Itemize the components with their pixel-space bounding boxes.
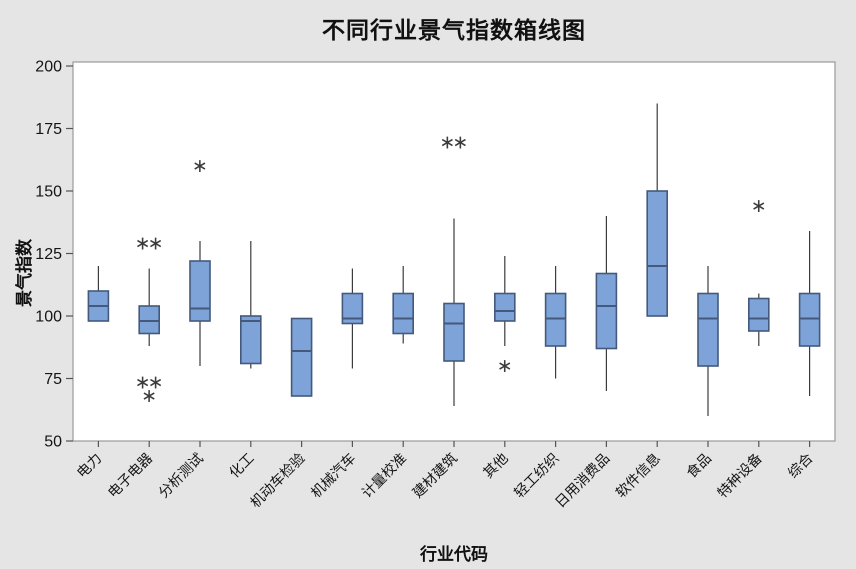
x-axis-tick-label: 机械汽车 (308, 450, 359, 501)
outlier-marker-icon: ∗ (135, 234, 151, 255)
x-axis-tick-label: 电子电器 (104, 450, 155, 501)
x-axis-tick-label: 综合 (785, 450, 816, 481)
x-axis-tick-label: 软件信息 (612, 450, 663, 501)
y-axis-tick-label: 200 (35, 59, 62, 76)
outlier-marker-icon: ∗ (135, 372, 151, 393)
outlier-marker-icon: ∗ (751, 196, 767, 217)
x-axis-tick-label: 食品 (683, 450, 714, 481)
y-axis-tick-label: 175 (35, 121, 62, 138)
box-iqr (798, 292, 821, 347)
chart-title: 不同行业景气指数箱线图 (322, 17, 586, 43)
y-axis-tick-label: 150 (35, 184, 62, 201)
box-iqr (595, 272, 618, 350)
x-axis-title: 行业代码 (420, 545, 488, 564)
box-iqr (392, 292, 415, 335)
x-axis-tick-label: 其他 (480, 450, 511, 481)
x-axis-tick-label: 电力 (73, 450, 104, 481)
outlier-marker-icon: ∗ (192, 156, 208, 177)
box-iqr (443, 302, 465, 362)
box-iqr (290, 317, 313, 397)
x-axis-tick-label: 机动车检验 (247, 450, 308, 511)
y-axis-tick-label: 50 (44, 434, 62, 451)
box-iqr (646, 190, 669, 317)
x-axis-tick-label: 分析测试 (155, 450, 206, 501)
y-axis-tick-label: 75 (44, 371, 62, 388)
box-iqr (240, 315, 262, 365)
outlier-marker-icon: ∗ (453, 132, 469, 153)
box-iqr (138, 305, 160, 335)
x-axis-tick-label: 计量校准 (358, 450, 409, 501)
outlier-marker-icon: ∗ (148, 372, 164, 393)
box-iqr (189, 260, 211, 322)
outlier-marker-icon: ∗ (440, 132, 456, 153)
box-iqr (697, 292, 719, 367)
outlier-marker-icon: ∗ (148, 234, 164, 255)
x-axis-tick-label: 化工 (226, 450, 257, 481)
x-axis-tick-label: 建材建筑 (409, 450, 460, 501)
x-axis-tick-label: 特种设备 (714, 450, 765, 501)
box-iqr (747, 297, 770, 332)
box-iqr (544, 292, 567, 347)
y-axis-tick-label: 100 (35, 309, 62, 326)
box-iqr (493, 292, 516, 322)
box-iqr (341, 292, 364, 325)
outlier-marker-icon: ∗ (141, 386, 157, 407)
x-axis-tick-label: 轻工纺织 (511, 450, 562, 501)
outlier-marker-icon: ∗ (497, 356, 513, 377)
y-axis-tick-label: 125 (35, 246, 62, 263)
x-axis-tick-label: 日用消费品 (552, 450, 613, 511)
